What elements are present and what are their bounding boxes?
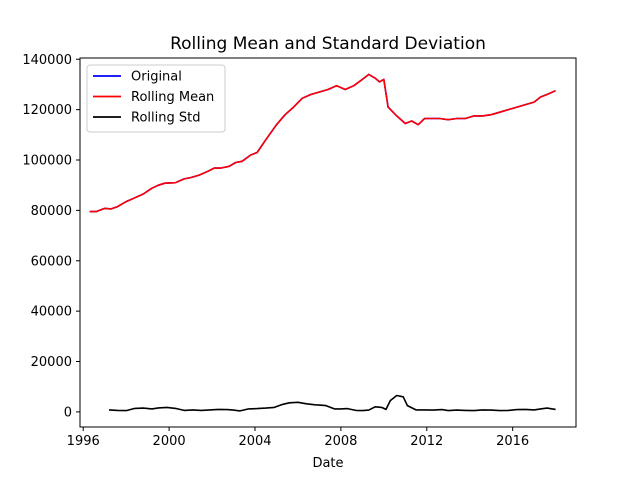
legend-label: Original [131,70,182,85]
chart-title: Rolling Mean and Standard Deviation [170,34,486,54]
x-tick-label: 2004 [238,434,271,449]
x-tick-label: 2016 [496,434,529,449]
x-tick-label: 2012 [410,434,443,449]
x-tick-label: 2000 [153,434,186,449]
x-tick-label: 1996 [67,434,100,449]
x-axis-label: Date [312,456,343,471]
series-line-rolling-std [108,394,556,412]
legend-label: Rolling Mean [131,90,214,105]
x-axis: 1996 2000 2004 2008 2012 2016 [67,427,529,449]
y-tick-label: 60000 [31,254,72,269]
legend-label: Rolling Std [131,111,200,126]
legend-box [86,64,226,133]
y-tick-label: 20000 [31,355,72,370]
plot-area-frame [79,57,577,428]
y-tick-label: 0 [64,405,72,420]
y-tick-label: 40000 [31,305,72,320]
plot-marks [89,73,556,412]
y-tick-label: 100000 [22,154,72,169]
y-axis: 0 20000 40000 60000 80000 100000 120000 140000 [22,53,80,420]
y-tick-label: 80000 [31,204,72,219]
y-tick-label: 140000 [22,53,72,68]
legend: Original Rolling Mean Rolling Std [86,64,226,133]
x-tick-label: 2008 [324,434,357,449]
y-tick-label: 120000 [22,103,72,118]
series-line-rolling-mean [89,73,556,213]
